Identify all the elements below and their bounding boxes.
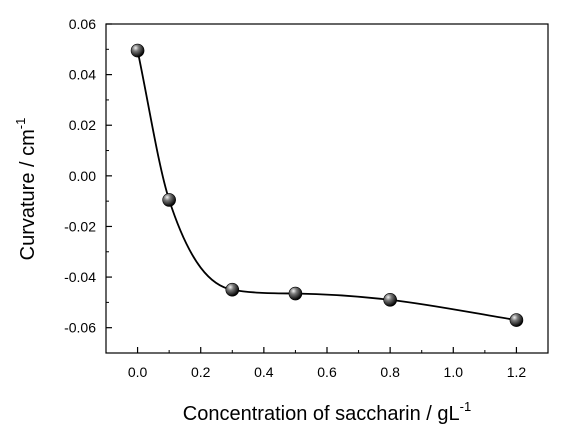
x-tick-label: 1.2: [507, 364, 527, 380]
series-line: [136, 50, 517, 321]
y-tick-label: -0.06: [64, 320, 96, 336]
x-tick-label: 0.2: [191, 364, 211, 380]
x-tick-label: 0.8: [380, 364, 400, 380]
y-tick-label: 0.00: [69, 168, 96, 184]
x-axis-label: Concentration of saccharin / gL-1: [183, 399, 471, 425]
data-point: [288, 286, 303, 301]
x-tick-label: 0.4: [254, 364, 274, 380]
y-tick-label: -0.02: [64, 218, 96, 234]
y-tick-label: 0.02: [69, 117, 96, 133]
data-point: [383, 293, 397, 307]
data-point: [225, 282, 240, 297]
x-tick-label: 0.6: [317, 364, 337, 380]
x-tick-label: 0.0: [128, 364, 148, 380]
plot-frame: [105, 23, 549, 354]
y-tick-label: 0.06: [69, 16, 96, 32]
x-tick-label: 1.0: [444, 364, 464, 380]
x-axis-ticks: 0.0 0.2 0.4 0.6 0.8 1.0 1.2: [105, 347, 549, 380]
data-points: [130, 43, 524, 327]
data-point: [162, 193, 176, 207]
y-axis-label: Curvature / cm-1: [13, 118, 39, 261]
y-axis-ticks: 0.06 0.04 0.02 0.00 -0.02 -0.04 -0.06: [64, 16, 112, 354]
y-tick-label: -0.04: [64, 269, 96, 285]
data-point: [509, 313, 524, 327]
y-tick-label: 0.04: [69, 67, 96, 83]
data-point: [130, 43, 145, 58]
